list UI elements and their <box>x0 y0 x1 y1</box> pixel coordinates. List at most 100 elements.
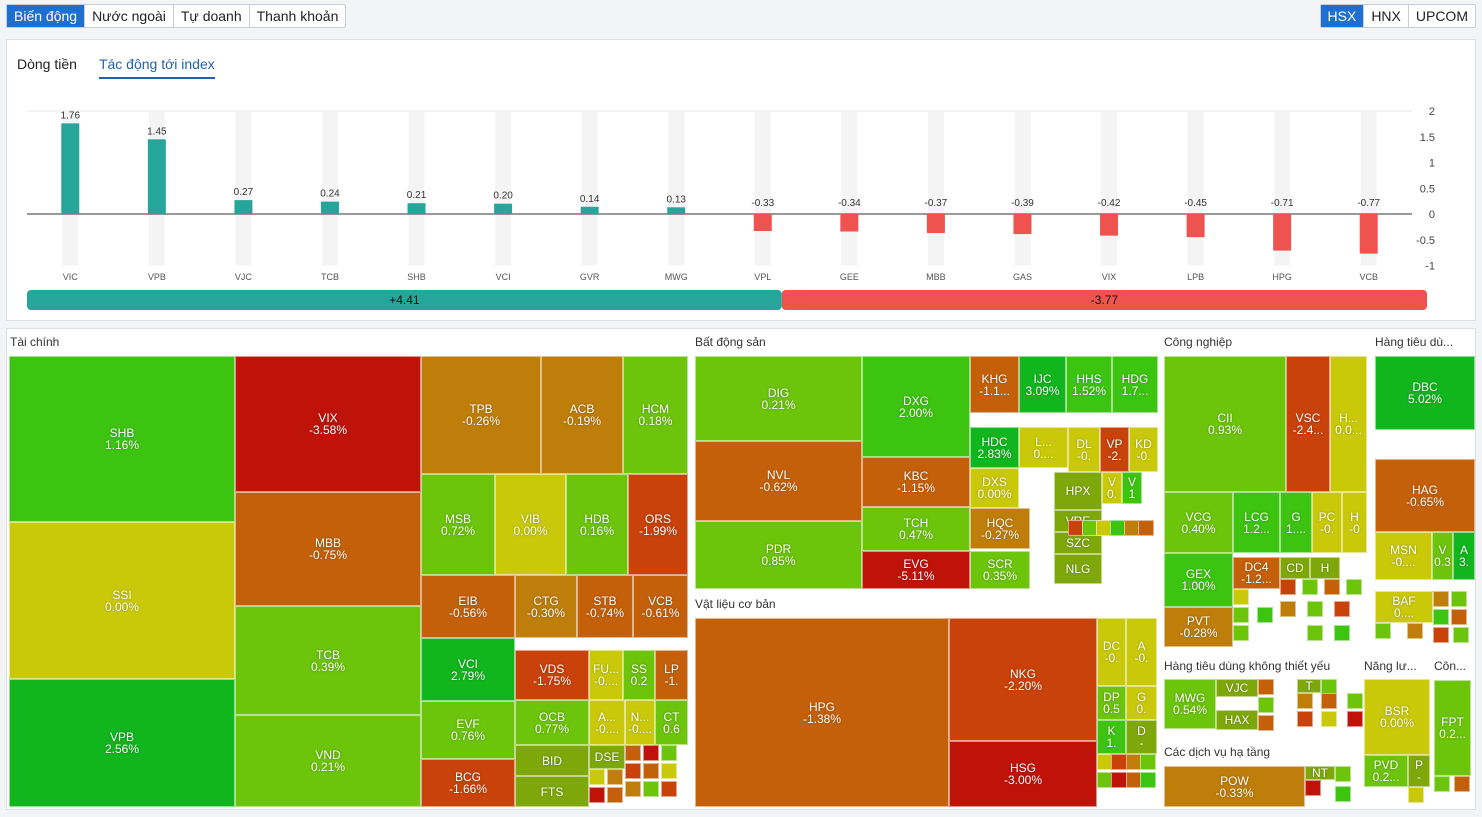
small-ticker-tile[interactable] <box>1140 754 1156 770</box>
small-ticker-tile[interactable] <box>1335 766 1351 782</box>
ticker-tile-cii[interactable]: CII 0.93% <box>1164 356 1286 492</box>
ticker-tile-mwg[interactable]: MWG 0.54% <box>1164 679 1216 729</box>
ticker-tile-ijc[interactable]: IJC 3.09% <box>1019 356 1066 413</box>
ticker-tile-g[interactable]: G 1.... <box>1280 492 1312 553</box>
small-ticker-tile[interactable] <box>661 781 677 797</box>
small-ticker-tile[interactable] <box>589 769 605 785</box>
ticker-tile-ss[interactable]: SS 0.2 <box>623 650 655 700</box>
ticker-tile-dse[interactable]: DSE <box>589 745 625 769</box>
small-ticker-tile[interactable] <box>1408 787 1424 803</box>
ticker-tile-vci[interactable]: VCI 2.79% <box>421 638 515 701</box>
ticker-tile-dc4[interactable]: DC4 -1.2... <box>1233 557 1280 589</box>
small-ticker-tile[interactable] <box>1233 589 1249 605</box>
ticker-tile-vib[interactable]: VIB 0.00% <box>495 474 566 575</box>
ticker-tile-cd[interactable]: CD <box>1280 557 1310 579</box>
ticker-tile-vpb[interactable]: VPB 2.56% <box>9 679 235 807</box>
small-ticker-tile[interactable] <box>661 745 677 761</box>
small-ticker-tile[interactable] <box>1346 579 1362 595</box>
tab-thanh-khoan[interactable]: Thanh khoản <box>256 8 339 24</box>
small-ticker-tile[interactable] <box>1347 693 1363 709</box>
small-ticker-tile[interactable] <box>1233 607 1249 623</box>
ticker-tile-lp[interactable]: LP -1. <box>655 650 688 700</box>
ticker-tile-ct[interactable]: CT 0.6 <box>655 700 688 745</box>
ticker-tile-hax[interactable]: HAX <box>1216 710 1258 730</box>
ticker-tile-t[interactable]: T <box>1297 679 1321 693</box>
tab-bien-dong[interactable]: Biến động <box>7 5 86 27</box>
ticker-tile-stb[interactable]: STB -0.74% <box>577 575 633 638</box>
ticker-tile-d[interactable]: D- <box>1126 720 1157 754</box>
ticker-tile-vnd[interactable]: VND 0.21% <box>235 715 421 807</box>
small-ticker-tile[interactable] <box>1305 780 1321 796</box>
small-ticker-tile[interactable] <box>1257 607 1273 623</box>
ticker-tile-kbc[interactable]: KBC -1.15% <box>862 457 970 507</box>
ticker-tile-evg[interactable]: EVG -5.11% <box>862 551 970 589</box>
ticker-tile-bcg[interactable]: BCG -1.66% <box>421 759 515 807</box>
ticker-tile-pc[interactable]: PC -0. <box>1312 492 1342 553</box>
ticker-tile-hsg[interactable]: HSG -3.00% <box>949 741 1097 807</box>
ticker-tile-dig[interactable]: DIG 0.21% <box>695 356 862 441</box>
small-ticker-tile[interactable] <box>1307 625 1323 641</box>
small-ticker-tile[interactable] <box>607 769 623 785</box>
ticker-tile-fts[interactable]: FTS <box>515 776 589 807</box>
ticker-tile-vp[interactable]: VP -2. <box>1100 427 1129 472</box>
small-ticker-tile[interactable] <box>1111 754 1127 770</box>
ticker-tile-khg[interactable]: KHG -1.1... <box>970 356 1019 413</box>
ticker-tile-vcb[interactable]: VCB -0.61% <box>633 575 688 638</box>
ticker-tile-msn[interactable]: MSN -0.... <box>1375 532 1432 580</box>
ticker-tile-ctg[interactable]: CTG -0.30% <box>515 575 577 638</box>
small-ticker-tile[interactable] <box>1280 601 1296 617</box>
ticker-tile-pow[interactable]: POW -0.33% <box>1164 766 1305 807</box>
small-ticker-tile[interactable] <box>1347 711 1363 727</box>
small-ticker-tile[interactable] <box>1258 679 1274 695</box>
small-ticker-tile[interactable] <box>1433 609 1449 625</box>
small-ticker-tile[interactable] <box>1433 591 1449 607</box>
ticker-tile-nkg[interactable]: NKG -2.20% <box>949 618 1097 741</box>
small-ticker-tile[interactable] <box>1140 772 1156 788</box>
ticker-tile-vsc[interactable]: VSC -2.4... <box>1286 356 1330 492</box>
small-ticker-tile[interactable] <box>1233 625 1249 641</box>
tab-dong-tien[interactable]: Dòng tiền <box>17 56 77 72</box>
ticker-tile-hcm[interactable]: HCM 0.18% <box>623 356 688 474</box>
small-ticker-tile[interactable] <box>1111 772 1127 788</box>
ticker-tile-nt[interactable]: NT <box>1305 766 1335 780</box>
ticker-tile-a[interactable]: A 3. <box>1453 532 1475 580</box>
ticker-tile-lcg[interactable]: LCG 1.2... <box>1233 492 1280 553</box>
ticker-tile-fpt[interactable]: FPT 0.2... <box>1434 680 1471 776</box>
ticker-tile-dbc[interactable]: DBC 5.02% <box>1375 356 1475 430</box>
small-ticker-tile[interactable] <box>1334 625 1350 641</box>
ticker-tile-bsr[interactable]: BSR 0.00% <box>1364 679 1430 755</box>
small-ticker-tile[interactable] <box>1280 579 1296 595</box>
ticker-tile-kd[interactable]: KD -0. <box>1129 427 1158 472</box>
small-ticker-tile[interactable] <box>1407 623 1423 639</box>
ticker-tile-mbb[interactable]: MBB -0.75% <box>235 492 421 606</box>
ticker-tile-vds[interactable]: VDS -1.75% <box>515 650 589 700</box>
small-ticker-tile[interactable] <box>1138 520 1154 536</box>
tab-upcom[interactable]: UPCOM <box>1415 8 1468 24</box>
ticker-tile-hdg[interactable]: HDG 1.7... <box>1112 356 1158 413</box>
small-ticker-tile[interactable] <box>1258 697 1274 713</box>
ticker-tile-hpx[interactable]: HPX <box>1054 472 1102 510</box>
small-ticker-tile[interactable] <box>1433 627 1449 643</box>
ticker-tile-nlg[interactable]: NLG <box>1054 554 1102 584</box>
ticker-tile-tch[interactable]: TCH 0.47% <box>862 507 970 551</box>
small-ticker-tile[interactable] <box>643 781 659 797</box>
small-ticker-tile[interactable] <box>643 745 659 761</box>
ticker-tile-bid[interactable]: BID <box>515 745 589 776</box>
ticker-tile-h[interactable]: H <box>1310 557 1340 579</box>
small-ticker-tile[interactable] <box>607 787 623 803</box>
ticker-tile-hqc[interactable]: HQC -0.27% <box>970 508 1030 549</box>
ticker-tile-p[interactable]: P- <box>1408 755 1430 787</box>
ticker-tile-acb[interactable]: ACB -0.19% <box>541 356 623 474</box>
ticker-tile-a[interactable]: A... -0.... <box>589 700 625 745</box>
ticker-tile-hdc[interactable]: HDC 2.83% <box>970 427 1019 468</box>
ticker-tile-hag[interactable]: HAG -0.65% <box>1375 459 1475 532</box>
ticker-tile-v[interactable]: V 0.3 <box>1432 532 1453 580</box>
tab-tac-dong-index[interactable]: Tác động tới index <box>98 56 215 79</box>
ticker-tile-dxs[interactable]: DXS 0.00% <box>970 468 1019 508</box>
ticker-tile-h[interactable]: H... 0.0... <box>1330 356 1367 492</box>
ticker-tile-vcg[interactable]: VCG 0.40% <box>1164 492 1233 553</box>
ticker-tile-tcb[interactable]: TCB 0.39% <box>235 606 421 715</box>
tab-hsx[interactable]: HSX <box>1320 5 1365 27</box>
ticker-tile-hpg[interactable]: HPG -1.38% <box>695 618 949 807</box>
